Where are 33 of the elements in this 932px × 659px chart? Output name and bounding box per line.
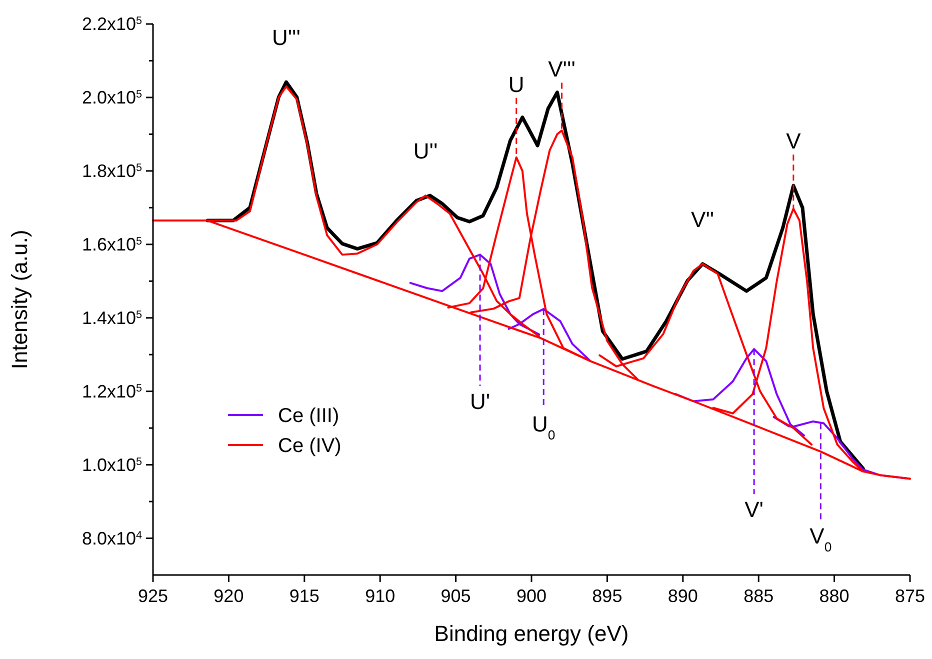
x-tick-label: 875	[894, 586, 926, 606]
y-tick-label: 1.2x10$^{5}$	[82, 381, 142, 402]
x-tick-label: 890	[668, 586, 698, 606]
x-tick-label: 885	[744, 586, 774, 606]
annotation: V'	[744, 497, 764, 522]
annotation: U'	[470, 388, 490, 414]
x-tick-label: 915	[289, 586, 320, 606]
annotation: V	[786, 128, 802, 154]
x-tick-label: 880	[819, 586, 850, 606]
annotation: U'''	[272, 25, 300, 50]
legend-label: Ce (IV)	[278, 435, 342, 457]
x-tick-label: 905	[440, 586, 471, 606]
y-tick-label: 1.4x10$^{5}$	[82, 308, 142, 328]
y-tick-label: 1.8x10$^{5}$	[82, 160, 142, 181]
legend-label: Ce (III)	[278, 405, 340, 427]
x-tick-label: 900	[516, 586, 547, 606]
y-tick-label: 1.0x10$^{5}$	[82, 454, 142, 475]
annotation: V'''	[548, 56, 576, 82]
x-tick-label: 920	[214, 586, 244, 606]
x-tick-label: 925	[138, 586, 168, 606]
annotation: V$_{0}$	[810, 524, 832, 554]
annotation: U$_{0}$	[532, 411, 556, 442]
y-axis-title: Intensity (a.u.)	[7, 230, 32, 370]
annotation: V''	[691, 206, 714, 232]
y-tick-label: 2.0x10$^{5}$	[82, 87, 142, 108]
x-axis-title: Binding energy (eV)	[434, 621, 629, 646]
annotation: U''	[413, 138, 438, 164]
y-tick-label: 8.0x10$^{4}$	[82, 528, 142, 548]
x-tick-label: 910	[365, 586, 396, 606]
annotation: U	[508, 72, 524, 97]
y-tick-label: 2.2x10$^{5}$	[82, 14, 142, 34]
x-tick-label: 895	[592, 586, 622, 606]
y-tick-label: 1.6x10$^{5}$	[82, 234, 142, 254]
